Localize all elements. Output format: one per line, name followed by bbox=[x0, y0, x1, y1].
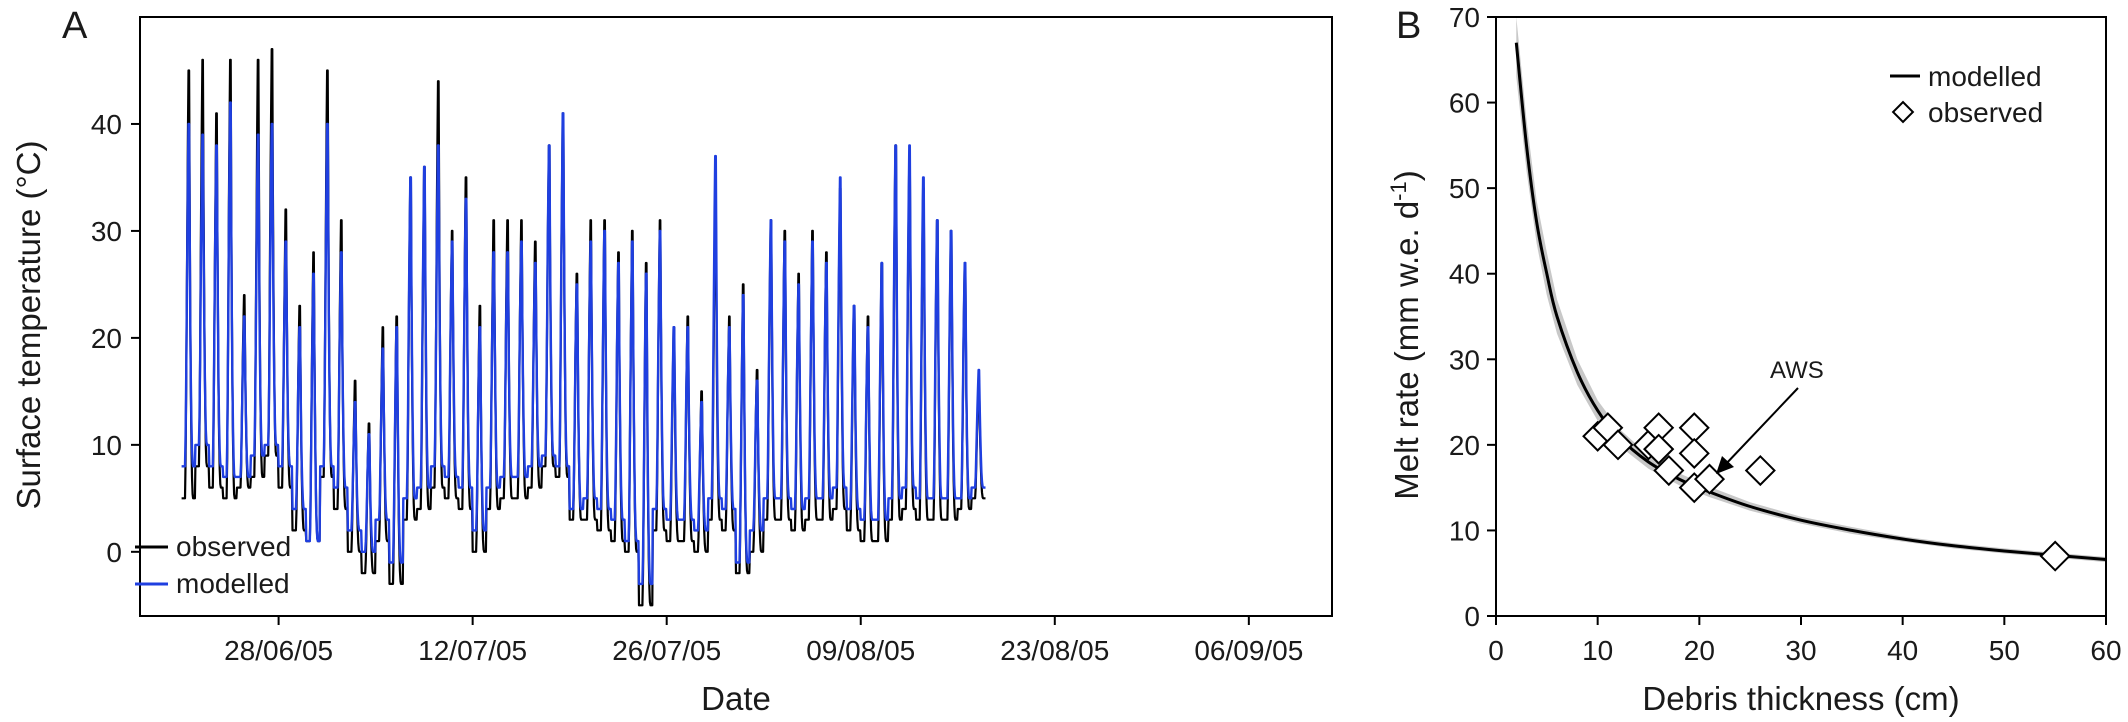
observed-point bbox=[1602, 429, 1634, 461]
series-line-observed bbox=[181, 48, 986, 607]
b-x-tick-label: 50 bbox=[1989, 635, 2020, 666]
observed-point bbox=[1643, 433, 1675, 465]
observed-point bbox=[1643, 412, 1675, 444]
b-y-tick-label: 10 bbox=[1449, 515, 1480, 546]
b-y-tick-label: 60 bbox=[1449, 88, 1480, 119]
b-y-tick-label: 70 bbox=[1449, 2, 1480, 33]
y-title-main: Melt rate (mm w.e. d bbox=[1388, 201, 1425, 500]
a-y-tick-label: 30 bbox=[91, 216, 122, 247]
a-y-tick-label: 40 bbox=[91, 109, 122, 140]
a-x-tick-label: 26/07/05 bbox=[612, 635, 721, 666]
series-line-modelled bbox=[181, 101, 987, 586]
b-x-tick-label: 20 bbox=[1684, 635, 1715, 666]
a-x-tick-label: 23/08/05 bbox=[1000, 635, 1109, 666]
b-x-tick-label: 60 bbox=[2090, 635, 2121, 666]
panel-a-y-ticks: 0 10 20 30 40 bbox=[91, 109, 140, 568]
panel-b-legend: modelled observed bbox=[1890, 61, 2043, 128]
a-x-tick-label: 06/09/05 bbox=[1194, 635, 1303, 666]
a-y-tick-label: 20 bbox=[91, 323, 122, 354]
panel-b-y-ticks: 0 10 20 30 40 50 60 70 bbox=[1449, 2, 1496, 632]
legend-observed-label-b: observed bbox=[1928, 97, 2043, 128]
panel-a: A 28/06/05 12/07/05 26/07/05 09/08/05 23/08/… bbox=[10, 5, 1333, 717]
a-x-tick-label: 28/06/05 bbox=[224, 635, 333, 666]
b-y-tick-label: 30 bbox=[1449, 344, 1480, 375]
aws-arrow-head bbox=[1716, 456, 1734, 474]
panel-b-x-axis-title: Debris thickness (cm) bbox=[1642, 680, 1959, 717]
a-x-tick-label: 12/07/05 bbox=[418, 635, 527, 666]
b-y-tick-label: 0 bbox=[1464, 601, 1480, 632]
a-y-tick-label: 10 bbox=[91, 430, 122, 461]
b-x-tick-label: 0 bbox=[1488, 635, 1504, 666]
b-y-tick-label: 20 bbox=[1449, 430, 1480, 461]
panel-a-letter: A bbox=[62, 5, 88, 47]
panel-b-x-ticks: 0 10 20 30 40 50 60 bbox=[1488, 616, 2122, 666]
observed-point bbox=[1693, 463, 1726, 495]
observed-point bbox=[2039, 540, 2071, 572]
y-title-end: ) bbox=[1388, 170, 1425, 181]
panel-a-frame bbox=[139, 16, 1333, 617]
aws-arrow-line bbox=[1723, 387, 1799, 467]
panel-b-y-axis-title: Melt rate (mm w.e. d-1) bbox=[1386, 170, 1426, 499]
panel-b-observed-points bbox=[1582, 412, 2071, 572]
legend-observed-label: observed bbox=[176, 531, 291, 562]
a-y-tick-label: 0 bbox=[106, 537, 122, 568]
observed-point bbox=[1678, 412, 1710, 444]
observed-point bbox=[1678, 437, 1710, 469]
b-x-tick-label: 30 bbox=[1785, 635, 1816, 666]
panel-a-x-ticks: 28/06/05 12/07/05 26/07/05 09/08/05 23/08/05… bbox=[224, 616, 1303, 666]
b-x-tick-label: 40 bbox=[1887, 635, 1918, 666]
observed-point bbox=[1653, 454, 1685, 487]
aws-annotation: AWS bbox=[1716, 357, 1824, 474]
observed-point bbox=[1744, 454, 1776, 487]
panel-a-y-axis-title: Surface temperature (°C) bbox=[10, 141, 47, 510]
y-title-sup: -1 bbox=[1386, 181, 1411, 201]
b-y-tick-label: 40 bbox=[1449, 259, 1480, 290]
a-x-tick-label: 09/08/05 bbox=[806, 635, 915, 666]
legend-modelled-label-b: modelled bbox=[1928, 61, 2042, 92]
aws-label: AWS bbox=[1770, 357, 1824, 384]
b-x-tick-label: 10 bbox=[1582, 635, 1613, 666]
panel-a-legend: observed modelled bbox=[135, 531, 291, 599]
panel-a-x-axis-title: Date bbox=[701, 680, 771, 717]
panel-b: B 0 10 20 30 40 50 60 0 10 20 30 40 50 60 70 Debris t… bbox=[1386, 2, 2122, 717]
b-y-tick-label: 50 bbox=[1449, 173, 1480, 204]
legend-observed-marker-b bbox=[1891, 100, 1915, 124]
panel-b-letter: B bbox=[1396, 5, 1421, 47]
panel-a-series-group bbox=[181, 48, 987, 607]
legend-modelled-label: modelled bbox=[176, 568, 290, 599]
